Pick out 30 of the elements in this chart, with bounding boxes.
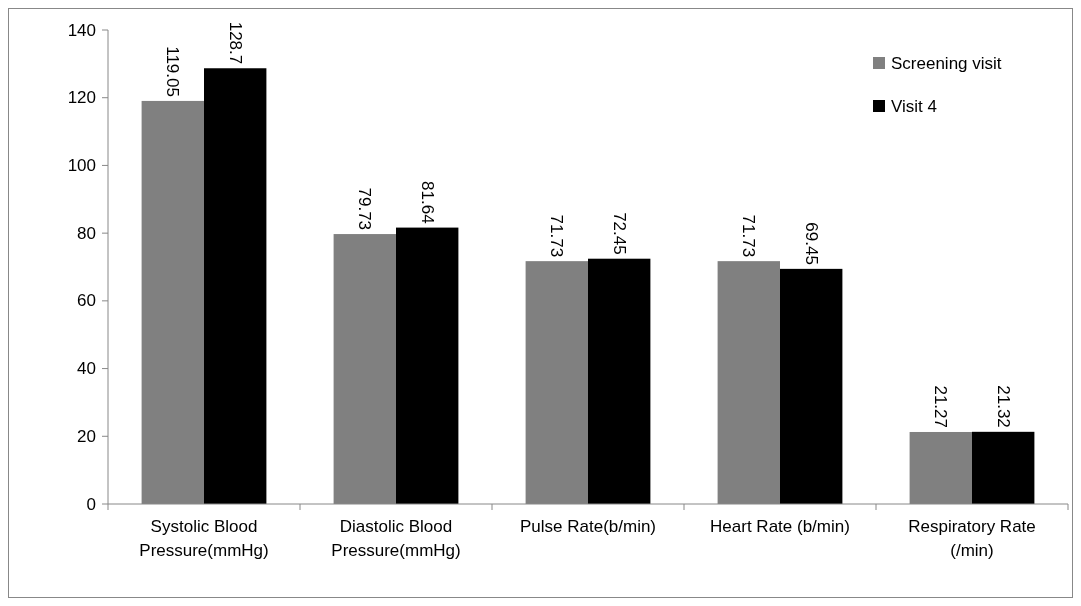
data-label: 119.05 [163,46,183,97]
x-tick-label: Systolic Blood Pressure(mmHg) [139,517,269,560]
bar [588,258,651,504]
bar [396,227,459,504]
y-tick-label: 40 [77,359,96,379]
x-tick-label: Pulse Rate(b/min) [519,517,657,536]
data-label: 128.7 [225,21,245,65]
y-tick-label: 80 [77,223,96,243]
bar [204,68,267,504]
x-tick-label: Respiratory Rate (/min) [908,517,1036,560]
data-label: 71.73 [739,214,759,258]
legend-label: Visit 4 [891,96,937,116]
data-label: 72.45 [609,212,629,255]
data-label: 79.73 [355,187,375,231]
bar [780,268,843,504]
data-label: 71.73 [547,214,567,258]
y-tick-label: 140 [67,20,96,40]
data-label: 21.27 [931,385,951,428]
x-tick-label: Diastolic Blood Pressure(mmHg) [331,517,461,560]
y-tick-label: 60 [77,291,96,311]
data-label: 21.32 [993,385,1013,428]
data-label: 81.64 [417,181,437,224]
data-label: 69.45 [801,222,821,265]
y-tick-label: 20 [77,426,96,446]
y-tick-label: 100 [67,155,96,175]
y-tick-label: 0 [86,494,96,514]
bar [972,431,1035,504]
y-tick-label: 120 [67,88,96,108]
legend-label: Screening visit [891,53,1002,73]
x-tick-label: Heart Rate (b/min) [710,517,850,536]
